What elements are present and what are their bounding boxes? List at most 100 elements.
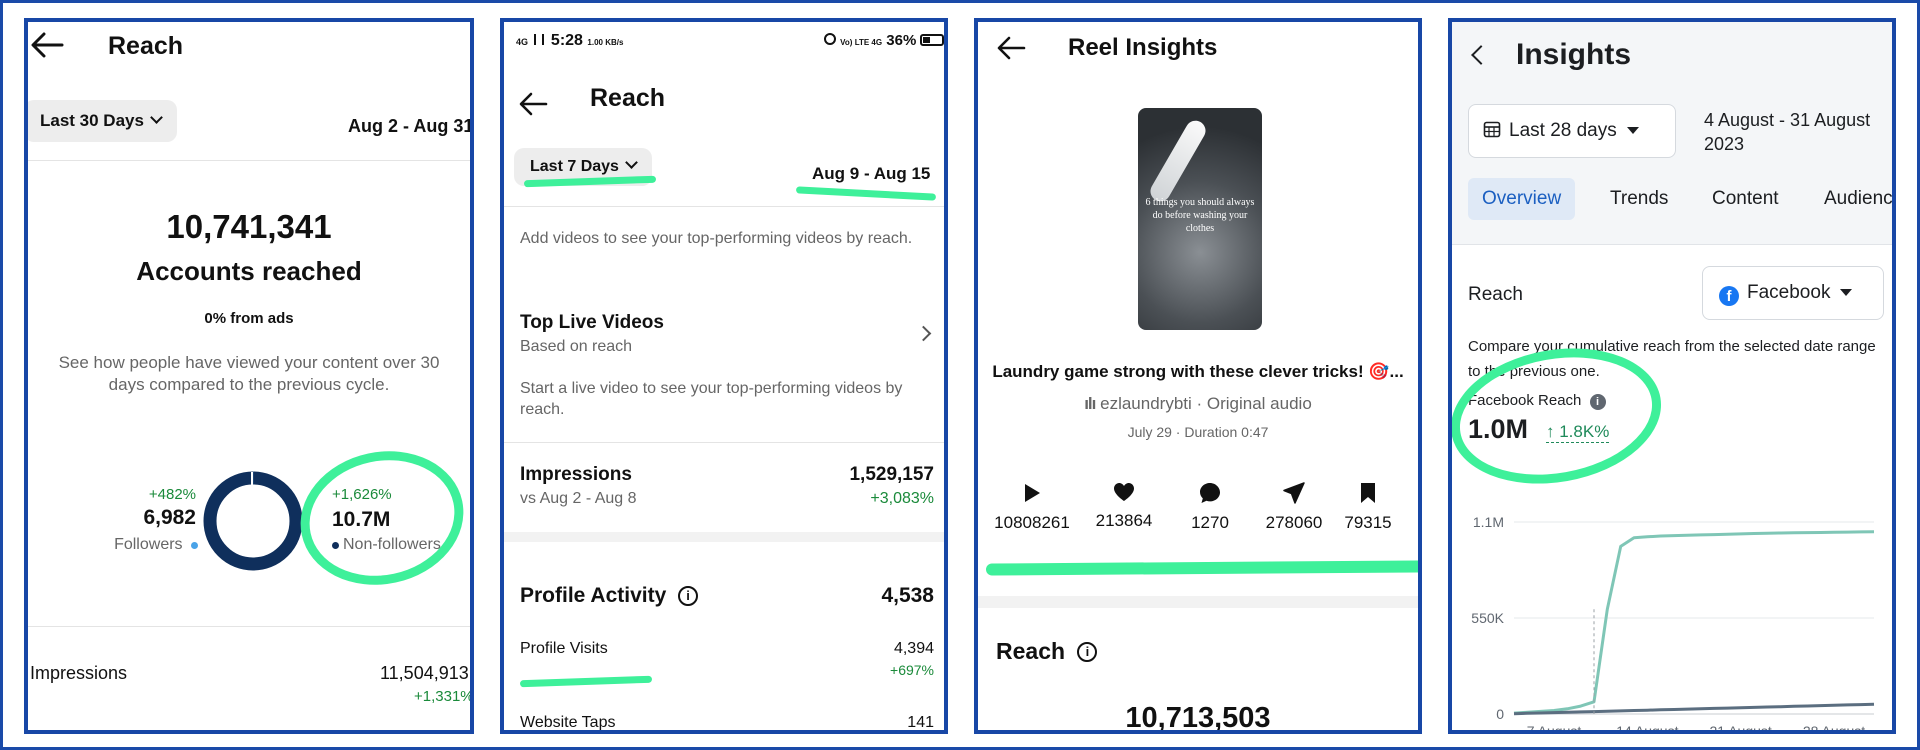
impressions-compare: vs Aug 2 - Aug 8: [520, 490, 637, 507]
date-range-dropdown-label: Last 7 Days: [530, 158, 619, 175]
donut-gap: [251, 472, 253, 486]
info-icon[interactable]: i: [678, 586, 699, 606]
chevron-left-icon[interactable]: [1471, 45, 1491, 65]
play-icon: [1025, 484, 1040, 502]
y-tick-label: 0: [1496, 706, 1504, 722]
top-live-videos-title[interactable]: Top Live Videos: [520, 312, 664, 333]
bookmark-icon: [1361, 483, 1375, 503]
profile-visits-label: Profile Visits: [520, 640, 608, 657]
followers-label: Followers: [114, 536, 183, 553]
accounts-reached-value: 10,741,341: [166, 208, 332, 245]
reel-audio-row: ılı ezlaundrybti · Original audio: [978, 394, 1418, 414]
divider: [504, 206, 944, 207]
divider: [504, 442, 944, 443]
tab-overview[interactable]: Overview: [1468, 178, 1576, 220]
add-videos-note: Add videos to see your top-performing vi…: [520, 230, 913, 247]
date-range-dropdown[interactable]: Last 28 days: [1468, 104, 1676, 158]
y-tick-label: 1.1M: [1473, 514, 1504, 530]
platform-label: Facebook: [1747, 282, 1831, 303]
reach-label: Reach: [996, 638, 1066, 664]
stat-plays: 10808261: [978, 482, 1086, 533]
top-live-videos-note: Start a live video to see your top-perfo…: [520, 380, 903, 418]
page-title: Reel Insights: [1068, 34, 1218, 61]
reel-title: Laundry game strong with these clever tr…: [992, 362, 1404, 381]
facebook-reach-change: ↑ 1.8K%: [1546, 422, 1610, 443]
back-arrow-icon[interactable]: [518, 92, 548, 121]
impressions-value: 11,504,913: [380, 663, 469, 683]
section-separator: [978, 596, 1418, 608]
divider: [28, 626, 470, 627]
thumbnail-object: [1146, 117, 1210, 205]
reach-value: 10,713,503: [1125, 702, 1271, 734]
panel-instagram-reach-7-days: 4G 5:28 1.00 KB/s Vo) LTE 4G 36% Reach L…: [500, 18, 948, 734]
x-tick-label: 28 August: [1803, 723, 1865, 734]
panel-facebook-insights: Insights Last 28 days 4 August - 31 Augu…: [1448, 18, 1896, 734]
x-tick-label: 21 August: [1710, 723, 1772, 734]
x-tick-label: 14 August: [1616, 723, 1678, 734]
date-range-dropdown-label: Last 30 Days: [40, 111, 144, 130]
date-range-text: Aug 2 - Aug 31: [348, 116, 474, 136]
x-tick-label: 7 August: [1527, 723, 1582, 734]
followers-legend: Followers: [68, 536, 198, 554]
date-range-text: 4 August - 31 August 2023: [1704, 110, 1871, 154]
info-icon[interactable]: i: [1589, 394, 1606, 410]
facebook-reach-header: Facebook Reach i: [1468, 392, 1606, 410]
reach-description: Compare your cumulative reach from the s…: [1468, 338, 1876, 380]
section-separator: [504, 532, 944, 542]
non-followers-dot: [332, 542, 339, 549]
back-arrow-icon[interactable]: [996, 36, 1026, 65]
back-arrow-icon[interactable]: [30, 32, 64, 64]
alarm-icon: [824, 33, 836, 45]
impressions-change: +1,331%: [414, 688, 474, 705]
status-bar-left: 4G 5:28 1.00 KB/s: [516, 32, 624, 50]
reach-card: [1452, 244, 1892, 730]
stat-value: 1270: [1191, 513, 1229, 532]
stat-comments: 1270: [1156, 482, 1264, 533]
website-taps-value: 141: [907, 714, 934, 731]
stat-likes: 213864: [1070, 482, 1178, 531]
facebook-reach-label: Facebook Reach: [1468, 392, 1582, 409]
thumbnail-caption: 6 things you should always do before was…: [1145, 197, 1255, 234]
stat-saves: 79315: [1314, 482, 1418, 533]
non-followers-legend: Non-followers: [332, 536, 441, 554]
battery-percent: 36%: [886, 32, 917, 49]
page-title: Reach: [590, 84, 666, 112]
date-range-text: Aug 9 - Aug 15: [812, 164, 931, 183]
tab-content[interactable]: Content: [1712, 188, 1779, 209]
chevron-down-icon: [150, 111, 163, 124]
facebook-reach-value: 1.0M: [1468, 414, 1529, 444]
comment-icon: [1200, 483, 1220, 503]
stat-value: 79315: [1344, 513, 1392, 532]
chevron-down-icon: [625, 156, 638, 169]
followers-donut-chart: [203, 471, 303, 571]
impressions-change: +3,083%: [870, 490, 934, 507]
non-followers-label: Non-followers: [343, 536, 441, 553]
highlight-circle-annotation: [288, 436, 470, 600]
series-line: [1513, 702, 1875, 716]
battery-icon: [920, 34, 944, 46]
audio-wave-icon: ılı: [1084, 394, 1096, 413]
chevron-right-icon[interactable]: [915, 325, 932, 342]
platform-dropdown[interactable]: f Facebook: [1702, 266, 1884, 320]
stat-value: 213864: [1095, 511, 1153, 530]
tab-audience[interactable]: Audience: [1824, 188, 1896, 209]
tab-trends[interactable]: Trends: [1610, 188, 1669, 209]
website-taps-label: Website Taps: [520, 714, 616, 731]
status-time: 5:28: [550, 32, 583, 49]
stat-shares: 278060: [1240, 482, 1348, 533]
reach-label: Reach: [1468, 284, 1523, 305]
caret-down-icon: [1626, 127, 1639, 134]
network-speed: 1.00 KB/s: [587, 38, 624, 47]
accounts-reached-label: Accounts reached: [136, 256, 362, 286]
donut-nonfollowers-ring: [203, 471, 303, 571]
ads-note: 0% from ads: [204, 310, 294, 327]
highlight-underline-annotation: [519, 675, 653, 688]
reel-thumbnail[interactable]: 6 things you should always do before was…: [1138, 108, 1262, 330]
info-icon[interactable]: i: [1077, 642, 1098, 662]
divider: [28, 160, 470, 161]
date-range-dropdown[interactable]: Last 30 Days: [28, 100, 177, 142]
top-live-videos-subtitle: Based on reach: [520, 338, 633, 355]
page-title: Reach: [108, 32, 184, 60]
profile-activity-value: 4,538: [881, 584, 934, 607]
profile-visits-value: 4,394: [893, 640, 934, 657]
